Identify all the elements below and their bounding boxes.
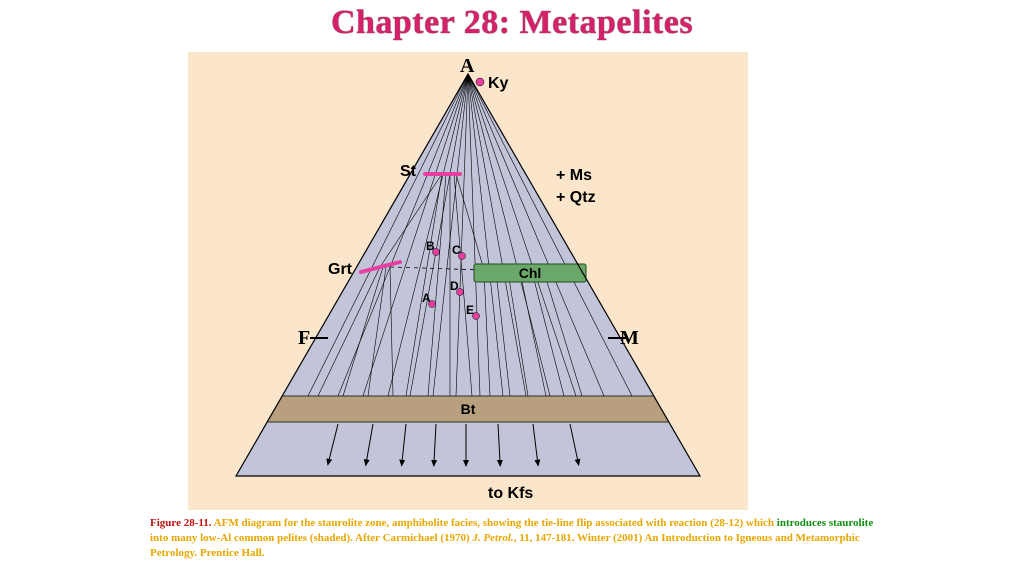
svg-text:+ Qtz: + Qtz [556, 189, 596, 206]
svg-text:St: St [400, 163, 417, 180]
figure-caption: Figure 28-11. AFM diagram for the stauro… [150, 516, 890, 561]
svg-text:Ky: Ky [488, 75, 509, 92]
svg-text:Grt: Grt [328, 261, 353, 278]
svg-text:C: C [452, 243, 461, 257]
svg-text:B: B [426, 239, 435, 253]
svg-text:F: F [298, 327, 310, 349]
svg-text:A: A [460, 55, 475, 77]
svg-text:D: D [450, 279, 459, 293]
svg-text:A: A [422, 291, 431, 305]
svg-text:Bt: Bt [461, 401, 476, 417]
svg-text:Chl: Chl [519, 265, 542, 281]
svg-text:E: E [466, 303, 474, 317]
diagram-panel: ChlABCDEBtAKyStGrtFM+ Ms+ Qtzto Kfs [188, 52, 748, 510]
svg-text:+ Ms: + Ms [556, 167, 592, 184]
svg-text:to Kfs: to Kfs [488, 485, 533, 502]
afm-diagram: ChlABCDEBtAKyStGrtFM+ Ms+ Qtzto Kfs [188, 52, 748, 510]
page-title: Chapter 28: Metapelites [0, 4, 1024, 42]
